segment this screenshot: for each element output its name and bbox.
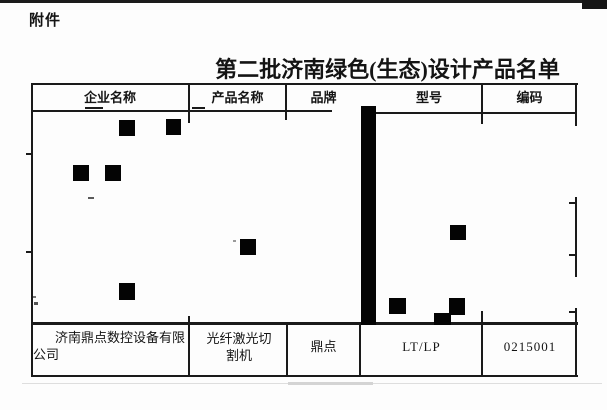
column-header-code: 编码	[516, 90, 543, 105]
row-divider-4	[481, 311, 483, 377]
table-border-top	[31, 83, 578, 85]
redaction-square	[105, 165, 121, 181]
left-border-tick-2	[26, 251, 32, 253]
header-divider-3	[481, 84, 483, 124]
body-bottom-border	[31, 322, 578, 325]
redaction-square	[166, 119, 181, 135]
scan-speck	[233, 240, 236, 242]
scan-speck	[88, 197, 94, 199]
right-border-tick-1	[569, 202, 577, 204]
redaction-square	[434, 313, 451, 325]
scan-edge-corner-artifact	[582, 0, 607, 9]
redaction-square	[449, 298, 465, 315]
table-border-right-seg1	[575, 83, 577, 126]
cell-product-name: 光纤激光切割机	[206, 331, 272, 363]
column-header-brand: 品牌	[310, 90, 337, 105]
column-header-company: 企业名称	[83, 90, 136, 105]
header-dash-artifact-1	[85, 107, 103, 109]
row-divider-2	[286, 324, 288, 377]
scan-speck	[33, 296, 36, 298]
header-underline-left	[31, 110, 332, 112]
header-underline-right	[376, 112, 577, 114]
left-border-tick-1	[26, 153, 32, 155]
table-border-right-seg3	[575, 308, 577, 377]
column-header-product: 产品名称	[211, 90, 264, 105]
redaction-square	[389, 298, 406, 314]
cell-model: LT/LP	[402, 339, 441, 354]
table-border-left	[31, 83, 33, 377]
cell-brand: 鼎点	[310, 339, 337, 354]
header-divider-1	[188, 84, 190, 123]
redaction-square	[119, 283, 135, 300]
attachment-label: 附件	[29, 13, 62, 29]
page-shadow-smudge	[288, 382, 373, 385]
right-border-tick-3	[569, 311, 577, 313]
table-border-right-seg2	[575, 197, 577, 277]
document-title: 第二批济南绿色(生态)设计产品名单	[215, 57, 560, 82]
scan-edge-top-artifact	[0, 0, 607, 3]
header-dash-artifact-2	[192, 107, 205, 109]
row-divider-1	[188, 316, 190, 377]
redaction-square	[450, 225, 466, 240]
redaction-square	[240, 239, 256, 255]
right-border-tick-2	[569, 254, 577, 256]
cell-code: 0215001	[503, 339, 557, 354]
redaction-square	[119, 120, 135, 136]
row-bottom-border	[31, 375, 578, 377]
redaction-square	[73, 165, 89, 181]
column-header-model: 型号	[415, 90, 442, 105]
scan-speck	[34, 302, 38, 305]
header-divider-2	[285, 84, 287, 120]
redaction-bar	[361, 106, 376, 325]
cell-company-name: 济南鼎点数控设备有限公司	[33, 330, 186, 362]
row-divider-3	[359, 324, 361, 377]
